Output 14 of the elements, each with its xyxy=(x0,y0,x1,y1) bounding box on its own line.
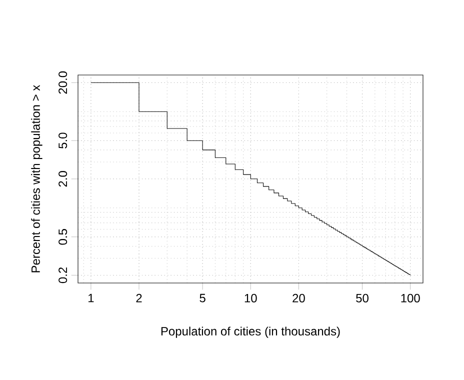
x-tick-label: 2 xyxy=(136,294,142,302)
x-tick-label: 10 xyxy=(244,294,257,302)
x-tick-label: 5 xyxy=(200,294,206,302)
x-axis-title: Population of cities (in thousands) xyxy=(161,326,340,338)
y-tick-label: 5.0 xyxy=(58,132,68,148)
y-tick-label: 0.5 xyxy=(58,229,68,245)
x-tick-label: 100 xyxy=(401,294,420,302)
y-tick-label: 0.2 xyxy=(58,267,68,284)
x-tick-label: 20 xyxy=(292,294,305,302)
y-tick-label: 20.0 xyxy=(58,71,68,94)
x-tick-label: 1 xyxy=(88,294,94,302)
y-axis-title: Percent of cities with population > x xyxy=(31,84,42,272)
y-tick-label: 2.0 xyxy=(58,171,68,187)
x-tick-label: 50 xyxy=(356,294,368,302)
